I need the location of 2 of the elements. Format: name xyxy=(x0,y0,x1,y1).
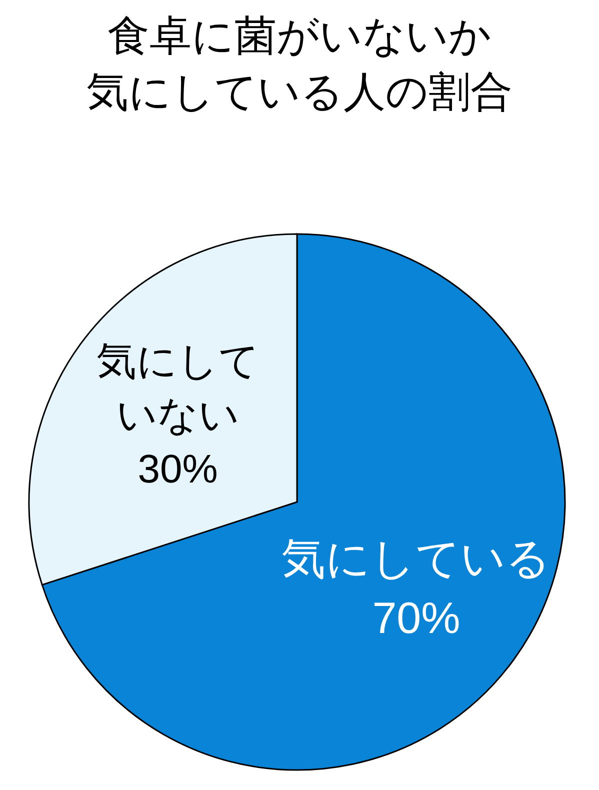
chart-title: 食卓に菌がいないか xyxy=(106,11,492,61)
chart-subtitle: 気にしている人の割合 xyxy=(86,67,514,117)
